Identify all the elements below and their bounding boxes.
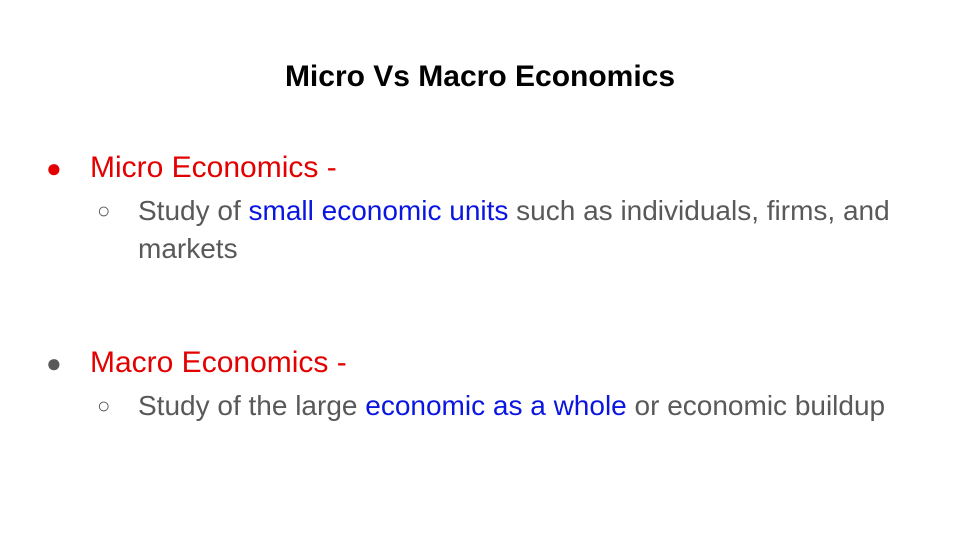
filled-bullet-icon: ● [46,348,62,378]
sub-bullet-item-micro: ○ Study of small economic units such as … [0,192,960,268]
sub-bullet-item-macro: ○ Study of the large economic as a whole… [0,387,960,425]
hollow-bullet-icon: ○ [97,198,111,223]
detail-macro-highlight: economic as a whole [365,390,627,421]
detail-macro-after: or economic buildup [626,390,886,421]
hollow-bullet-icon: ○ [97,393,111,418]
bullet-item-micro: ● Micro Economics - [0,146,960,190]
detail-micro-after: such as individuals, firms, and markets [138,195,890,264]
detail-macro-before: Study of the large [138,390,366,421]
slide-title: Micro Vs Macro Economics [284,60,676,93]
section-macro-economics: ● Macro Economics - ○ Study of the large… [0,341,960,425]
slide-body: ● Micro Economics - ○ Study of small eco… [0,146,960,425]
section-micro-economics: ● Micro Economics - ○ Study of small eco… [0,146,960,268]
heading-micro-economics: Micro Economics - [90,151,337,184]
detail-macro-text: Study of the large economic as a whole o… [138,387,918,425]
heading-macro-economics: Macro Economics - [90,346,347,379]
detail-micro-before: Study of [138,195,249,226]
bullet-item-macro: ● Macro Economics - [0,341,960,385]
detail-micro-highlight: small economic units [248,195,509,226]
filled-bullet-icon: ● [46,153,62,183]
detail-micro-text: Study of small economic units such as in… [138,192,918,268]
